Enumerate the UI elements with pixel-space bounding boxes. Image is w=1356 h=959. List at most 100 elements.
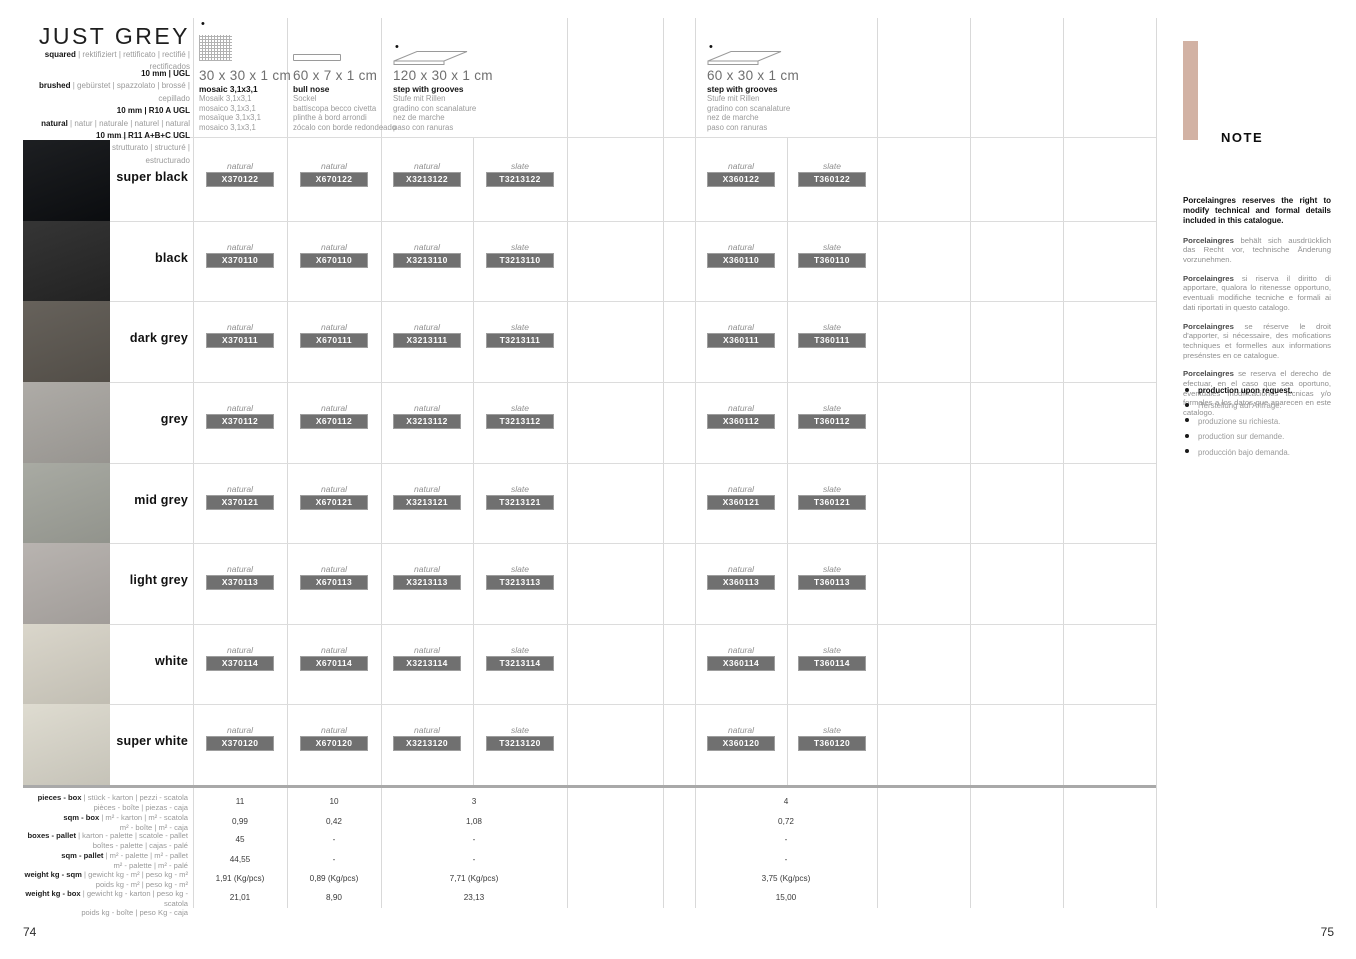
- size-header-60x7: 60 x 7 x 1 cm bull nose Sockel battiscop…: [293, 20, 396, 137]
- packing-label-bold: weight kg - box: [25, 889, 81, 898]
- finish-label: natural: [728, 484, 754, 494]
- note-paragraph-lead: Porcelaingres: [1183, 273, 1234, 283]
- tile-swatch: [23, 543, 110, 624]
- packing-label-rest: | gewicht kg - m² | peso kg - m²: [81, 870, 188, 879]
- note-heading: NOTE: [1221, 130, 1264, 145]
- article-cell: slate T3213121: [473, 484, 567, 510]
- article-cell: natural X360111: [695, 322, 787, 348]
- article-cell: natural X3213122: [381, 161, 473, 187]
- article-cell: natural X3213120: [381, 725, 473, 751]
- table-separator-line: [23, 785, 1156, 788]
- article-code-chip: X360111: [707, 333, 775, 348]
- color-name: grey: [160, 412, 188, 426]
- article-cell: natural X360114: [695, 645, 787, 671]
- packing-value: 4: [783, 797, 789, 806]
- legend-line: natural | natur | naturale | naturel | n…: [23, 118, 190, 130]
- packing-label-line2: pièces - boîte | piezas - caja: [93, 802, 188, 812]
- finish-label: natural: [227, 161, 253, 171]
- finish-label: slate: [823, 645, 841, 655]
- finish-label: natural: [414, 645, 440, 655]
- note-paragraph-lead: Porcelaingres: [1183, 235, 1234, 245]
- tile-swatch: [23, 463, 110, 544]
- bullet-dot-icon: [1185, 402, 1189, 407]
- article-code-chip: T360110: [798, 253, 866, 268]
- grid-line: [787, 137, 788, 785]
- color-row-super-black: super black natural X370122 natural X67012…: [0, 140, 1156, 221]
- article-code-chip: X3213122: [393, 172, 461, 187]
- color-row-dark-grey: dark grey natural X370111 natural X670111 …: [0, 301, 1156, 382]
- article-cell: slate T3213110: [473, 242, 567, 268]
- grid-line: [1156, 18, 1157, 908]
- packing-value: 11: [235, 797, 245, 806]
- finish-label: slate: [823, 725, 841, 735]
- finish-label: natural: [321, 564, 347, 574]
- article-code-chip: X670121: [300, 495, 368, 510]
- packing-row-weight-box: weight kg - box | gewicht kg - karton | …: [0, 889, 1156, 917]
- color-row-light-grey: light grey natural X370113 natural X670113…: [0, 543, 1156, 624]
- article-cell: natural X370114: [193, 645, 287, 671]
- size-header-120x30: • 120 x 30 x 1 cm step with grooves Stuf…: [393, 20, 503, 137]
- article-cell: natural X3213113: [381, 564, 473, 590]
- packing-label-bold: weight kg - sqm: [24, 870, 82, 879]
- finish-label: slate: [823, 242, 841, 252]
- legend-bold: squared: [44, 50, 76, 59]
- piece-name: bull nose: [293, 84, 330, 94]
- legend-bold: 10 mm | UGL: [141, 69, 190, 78]
- note-paragraph-lead: Porcelaingres: [1183, 321, 1234, 331]
- grid-line: [473, 137, 474, 785]
- article-cell: natural X670113: [287, 564, 381, 590]
- step-tile-icon: [393, 51, 468, 65]
- article-code-chip: X360121: [707, 495, 775, 510]
- article-cell: natural X3213112: [381, 403, 473, 429]
- packing-row-label: weight kg - sqm | gewicht kg - m² | peso…: [23, 870, 188, 889]
- article-cell: natural X360113: [695, 564, 787, 590]
- article-cell: slate T3213114: [473, 645, 567, 671]
- finish-label: natural: [227, 564, 253, 574]
- grid-line: [110, 301, 1156, 302]
- grid-line: [110, 704, 1156, 705]
- finish-label: slate: [511, 403, 529, 413]
- finish-label: natural: [227, 725, 253, 735]
- article-code-chip: T3213114: [486, 656, 554, 671]
- finish-label: slate: [823, 484, 841, 494]
- legend-line: 10 mm | R11 A+B+C UGL: [23, 130, 190, 142]
- article-code-chip: X360120: [707, 736, 775, 751]
- article-cell: slate T360113: [787, 564, 877, 590]
- packing-row-pieces-box: pieces - box | stück - karton | pezzi - …: [0, 793, 1156, 813]
- article-cell: natural X670112: [287, 403, 381, 429]
- article-code-chip: X370114: [206, 656, 274, 671]
- legend-rest: | gebürstet | spazzolato | brossé | cepi…: [70, 81, 190, 103]
- article-code-chip: X670111: [300, 333, 368, 348]
- packing-value: 0,42: [326, 817, 342, 826]
- article-cell: natural X670111: [287, 322, 381, 348]
- finish-label: slate: [511, 161, 529, 171]
- article-code-chip: T3213112: [486, 414, 554, 429]
- note-bullet-list: production upon request. Herstellung auf…: [1185, 383, 1335, 460]
- translation-line: gradino con scanalature: [707, 103, 791, 113]
- translation-line: Sockel: [293, 94, 317, 103]
- packing-value: 0,72: [778, 817, 794, 826]
- note-paragraph-lead: Porcelaingres: [1183, 369, 1234, 379]
- article-code-chip: X670112: [300, 414, 368, 429]
- article-code-chip: T360122: [798, 172, 866, 187]
- page-number-right: 75: [1320, 925, 1334, 939]
- size-header-30x30: • 30 x 30 x 1 cm mosaic 3,1x3,1 Mosaik 3…: [199, 19, 291, 137]
- translation-line: nez de marche: [707, 113, 759, 123]
- grid-line: [110, 463, 1156, 464]
- tile-swatch: [23, 301, 110, 382]
- article-cell: slate T360122: [787, 161, 877, 187]
- bull-nose-icon: [293, 54, 341, 61]
- packing-label-bold: boxes - pallet: [27, 831, 76, 840]
- note-paragraph-text: si riserva il diritto di apportare, qual…: [1183, 273, 1331, 312]
- finish-label: slate: [511, 322, 529, 332]
- packing-value: -: [472, 835, 476, 844]
- note-bullet-text: production upon request.: [1198, 386, 1293, 395]
- packing-value: 0,89 (Kg/pcs): [309, 874, 359, 883]
- packing-row-boxes-pallet: boxes - pallet | karton - palette | scat…: [0, 831, 1156, 851]
- legend-bold: natural: [41, 118, 68, 128]
- note-bullet-text: Herstellung auf Anfrage.: [1198, 401, 1282, 411]
- note-text-block: Porcelaingres reserves the right to modi…: [1183, 196, 1331, 427]
- color-row-white: white natural X370114 natural X670114 natu…: [0, 624, 1156, 705]
- translation-line: zócalo con borde redondeado: [293, 122, 397, 132]
